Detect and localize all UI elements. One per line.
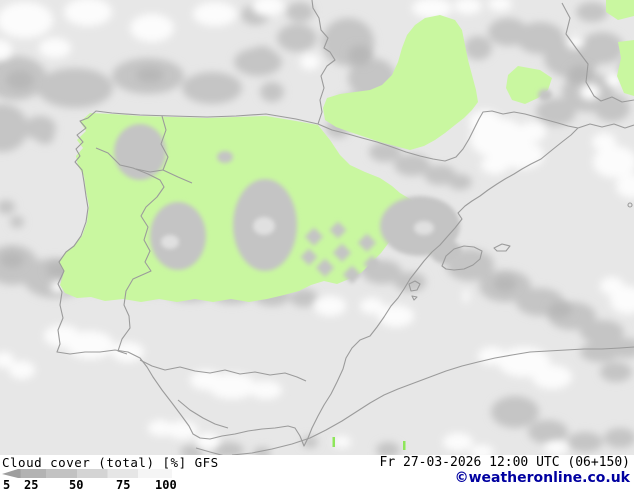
clear-area-ne-corner xyxy=(606,0,634,20)
legend-tick-50: 50 xyxy=(69,478,84,490)
france-med-coastline xyxy=(577,123,634,129)
legend-gradient-bar xyxy=(2,469,172,478)
mallorca-outline xyxy=(441,245,483,271)
legend-tick-5: 5 xyxy=(3,478,11,490)
forecast-timestamp: Fr 27-03-2026 12:00 UTC (06+150) xyxy=(379,455,630,470)
copyright-notice: ©weatheronline.co.uk xyxy=(454,470,630,486)
andalusia-border-branch xyxy=(177,399,229,429)
andalusia-border xyxy=(139,359,307,382)
cloud-patches-over-land xyxy=(114,89,552,284)
legend-tick-75: 75 xyxy=(116,478,131,490)
africa-coastline xyxy=(195,346,634,457)
france-internal-border xyxy=(561,2,634,103)
borders-layer xyxy=(56,0,634,457)
map-canvas xyxy=(0,0,634,459)
menorca-outline xyxy=(493,243,511,252)
formentera-outline xyxy=(411,295,418,301)
legend-tick-labels: 5 25 50 75 100 xyxy=(0,478,260,490)
clear-area-sw-france xyxy=(323,15,478,150)
ibiza-outline xyxy=(408,280,421,292)
cloud-patch-light-cores xyxy=(161,217,434,249)
portugal-spain-border xyxy=(95,147,165,355)
legend-parameter-label: Cloud cover (total) [%] GFS xyxy=(2,455,219,470)
clear-area-east-edge xyxy=(617,40,634,96)
region-border-stub xyxy=(162,169,193,184)
small-island-symbol xyxy=(627,202,633,208)
iberia-coastline xyxy=(56,110,579,447)
legend-tick-100: 100 xyxy=(155,478,177,490)
france-atlantic-coastline xyxy=(311,0,336,125)
weather-map xyxy=(0,0,634,459)
galicia-border xyxy=(135,115,169,173)
legend-tick-25: 25 xyxy=(24,478,39,490)
spain-france-border xyxy=(317,110,579,162)
station-tick-marks xyxy=(332,437,406,450)
